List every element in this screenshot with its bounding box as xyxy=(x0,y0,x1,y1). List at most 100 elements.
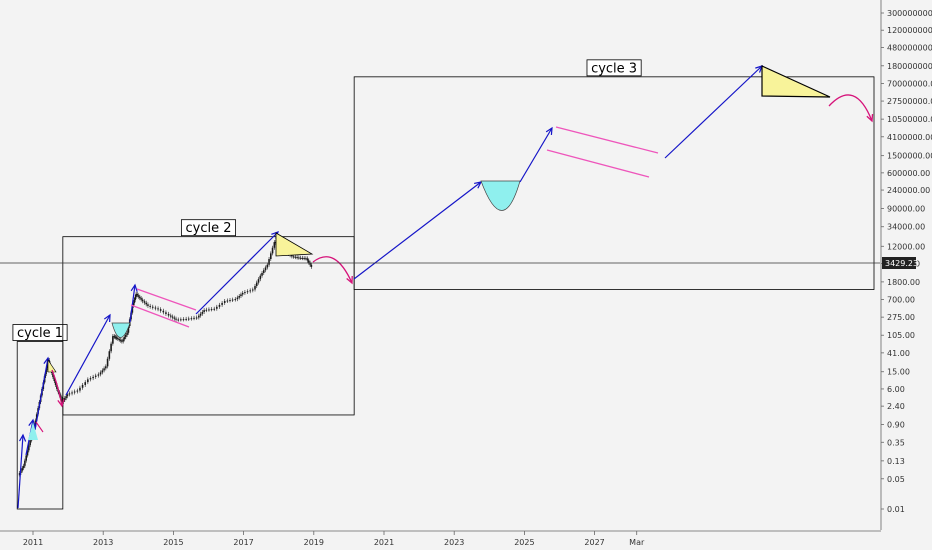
candle-body xyxy=(87,379,89,383)
candle-body xyxy=(175,318,177,320)
channel-line xyxy=(136,288,197,311)
candle-body xyxy=(268,259,270,265)
cycle-label-box xyxy=(586,59,642,77)
y-tick-label: 3000000000.00 xyxy=(887,9,932,18)
cycle-boxes: cycle 1 cycle 2 cycle 3 xyxy=(12,59,875,510)
up-arrow-head xyxy=(103,313,111,323)
candle-body xyxy=(110,343,112,352)
candle-body xyxy=(124,334,127,338)
candle-body xyxy=(165,312,167,314)
y-tick-label: 27500000.00 xyxy=(887,97,932,106)
candle-body xyxy=(298,257,300,259)
candle-body xyxy=(195,317,198,319)
candle-body xyxy=(162,310,165,313)
candle-body xyxy=(45,367,48,372)
candle-body xyxy=(147,304,149,306)
cup-pattern xyxy=(480,180,521,211)
y-tick-label: 2.40 xyxy=(887,402,905,411)
candle-body xyxy=(94,375,97,377)
y-tick-label: 105.00 xyxy=(887,331,915,340)
y-tick-label: 0.13 xyxy=(887,457,905,466)
up-arrow-head xyxy=(545,126,553,136)
current-price-badge: 3429.23 xyxy=(882,257,918,269)
candle-body xyxy=(71,392,73,394)
candle-body xyxy=(54,380,57,385)
y-tick-label: 15.00 xyxy=(887,368,910,377)
y-tick-label: 700.00 xyxy=(887,296,915,305)
candle-body xyxy=(76,390,79,392)
candle-body xyxy=(294,256,297,258)
candle-body xyxy=(307,260,310,263)
channel-line xyxy=(130,304,190,328)
candle-body xyxy=(52,373,54,378)
candle-body xyxy=(92,376,94,379)
candle-body xyxy=(66,394,69,397)
candle-body xyxy=(262,270,265,273)
candle-body xyxy=(173,317,176,319)
candle-body xyxy=(254,286,256,290)
candle-body xyxy=(210,309,213,311)
channel-line xyxy=(555,126,659,154)
y-tick-label: 0.05 xyxy=(887,475,905,484)
candle-body xyxy=(81,384,84,388)
up-arrow xyxy=(129,284,136,323)
candle-body xyxy=(122,339,124,342)
candle-body xyxy=(159,309,162,311)
candle-body xyxy=(310,264,313,267)
candle-body xyxy=(103,368,105,371)
candle-body xyxy=(305,258,307,260)
candle-body xyxy=(301,257,304,259)
candle-body xyxy=(255,282,258,287)
x-tick-label: 2027 xyxy=(584,538,604,547)
down-arrow xyxy=(312,256,353,284)
x-tick-label: 2023 xyxy=(444,538,464,547)
y-tick-label: 1500000.00 xyxy=(887,152,932,161)
y-tick-label: 90000.00 xyxy=(887,204,925,213)
candle-body xyxy=(270,253,272,260)
candle-body xyxy=(238,296,241,298)
candle-body xyxy=(266,264,269,268)
candle-body xyxy=(123,337,126,340)
candle-body xyxy=(306,258,309,261)
candle-body xyxy=(246,291,249,293)
up-arrow xyxy=(664,65,763,159)
candle-body xyxy=(198,315,200,318)
candle-body xyxy=(229,300,231,302)
cycle-box xyxy=(16,341,64,510)
candle-body xyxy=(149,305,151,307)
candle-body xyxy=(117,338,119,340)
y-tick-label: 6.00 xyxy=(887,385,905,394)
channel-line xyxy=(546,149,650,178)
candle-body xyxy=(135,293,137,297)
candle-body xyxy=(259,275,262,280)
x-tick-label: 2025 xyxy=(514,538,534,547)
candle-body xyxy=(112,336,114,344)
candle-body xyxy=(126,332,128,335)
candle-body xyxy=(154,307,157,309)
candle-body xyxy=(79,387,81,391)
candle-body xyxy=(131,305,134,313)
y-tick-label: 275.00 xyxy=(887,313,915,322)
candle-body xyxy=(177,319,180,321)
x-tick-label: 2013 xyxy=(93,538,113,547)
candle-body xyxy=(180,319,182,321)
candle-body xyxy=(157,308,159,310)
candle-body xyxy=(60,395,62,399)
candle-body xyxy=(264,267,267,271)
candle-body xyxy=(28,445,30,451)
up-arrow-head xyxy=(474,181,483,189)
candle-body xyxy=(249,290,251,292)
time-axis: 2011 2013 2015 2017 2019 2021 2023 2025 2027 Mar xyxy=(0,530,881,547)
y-tick-label: 0.35 xyxy=(887,438,905,447)
candle-body xyxy=(136,293,139,296)
candle-body xyxy=(127,326,130,333)
cycle-label: cycle 1 xyxy=(17,326,63,341)
candle-body xyxy=(133,299,136,303)
candle-body xyxy=(145,302,147,305)
candle-body xyxy=(143,301,146,303)
y-tick-label: 1800.00 xyxy=(887,278,920,287)
up-arrow-head xyxy=(130,283,138,292)
candle-body xyxy=(24,460,26,466)
cycle-label-box xyxy=(180,219,236,237)
candle-body xyxy=(244,292,246,294)
